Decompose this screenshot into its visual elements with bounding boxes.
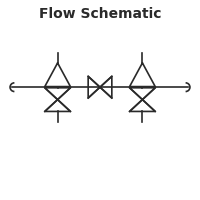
Text: Flow Schematic: Flow Schematic (39, 7, 161, 21)
